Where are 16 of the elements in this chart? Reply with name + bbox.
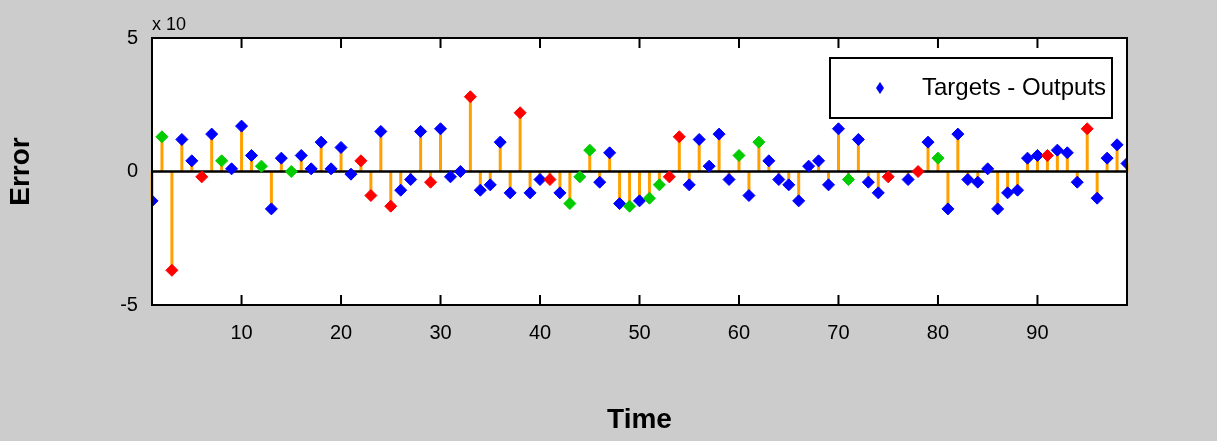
x-tick-label: 30 <box>429 320 452 343</box>
x-axis-title: Time <box>607 402 672 434</box>
x-tick-label: 80 <box>926 320 950 343</box>
x-tick-label: 90 <box>1026 320 1049 343</box>
x-tick-label: 50 <box>628 320 651 343</box>
x-tick-label: 20 <box>329 320 353 343</box>
y-tick-label: 5 <box>126 25 138 48</box>
y-tick-label: 0 <box>126 159 138 182</box>
y-tick-label: -5 <box>120 292 138 315</box>
x-tick-label: 40 <box>528 320 552 343</box>
x-tick-label: 10 <box>230 320 253 343</box>
text: x 10 <box>152 13 187 34</box>
y-axis-title: Error <box>3 137 35 206</box>
x-tick-label: 60 <box>727 320 751 343</box>
x-tick-label: 70 <box>827 320 850 343</box>
legend-label: Targets - Outputs <box>922 72 1107 100</box>
